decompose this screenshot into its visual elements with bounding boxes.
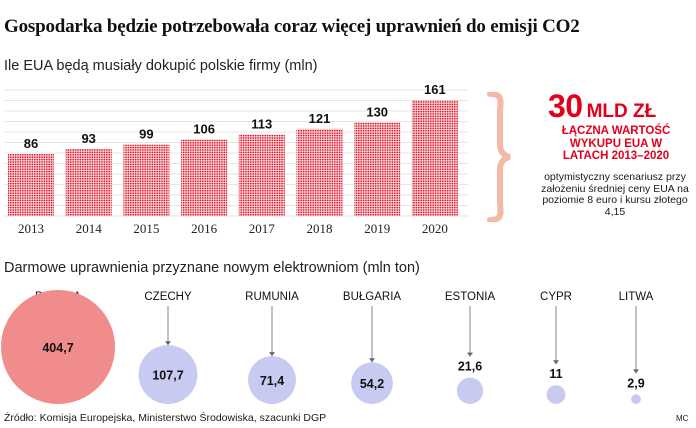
bar-chart-title: Ile EUA będą musiały dokupić polskie fir… (4, 58, 318, 74)
bubble-category-label: CZECHY (144, 291, 192, 303)
arrow-icon (467, 352, 473, 357)
bar-value-label: 93 (81, 131, 95, 146)
bar-value-label: 86 (24, 136, 38, 151)
bar-2015 (123, 144, 170, 216)
bar-2013 (8, 154, 54, 216)
author-credit: MC (676, 414, 689, 423)
bubble-category-label: LITWA (619, 291, 654, 303)
bubble-value-label: 11 (549, 367, 562, 381)
bar-value-label: 130 (366, 104, 388, 119)
bar-2019 (354, 122, 401, 216)
bubble-LITWA (631, 394, 641, 404)
arrow-icon (269, 352, 275, 357)
bar-2017 (238, 134, 285, 216)
bubble-CZECHY (138, 345, 198, 404)
callout-description: ŁĄCZNA WARTOŚĆ WYKUPU EUA W LATACH 2013–… (561, 125, 671, 162)
bar-value-label: 106 (193, 122, 215, 137)
bar-2020 (411, 100, 458, 216)
callout-number: 30 (548, 88, 583, 124)
bubble-ESTONIA (456, 377, 484, 404)
arrow-icon (165, 341, 171, 346)
callout-amount: 30 MLD ZŁ (548, 88, 656, 125)
x-tick-label: 2013 (18, 221, 44, 236)
x-tick-label: 2019 (364, 221, 390, 236)
chart-title: Gospodarka będzie potrzebowała coraz wię… (4, 16, 580, 37)
x-tick-label: 2014 (76, 221, 103, 236)
arrow-icon (553, 360, 559, 365)
bubble-value-label: 107,7 (152, 369, 183, 383)
arrow-icon (633, 369, 639, 374)
bubble-category-label: ESTONIA (445, 291, 496, 303)
source-note: Źródło: Komisja Europejska, Ministerstwo… (4, 412, 327, 424)
bar-2016 (181, 139, 228, 216)
x-tick-label: 2020 (422, 221, 448, 236)
bubble-value-label: 2,9 (627, 376, 644, 390)
arrow-icon (369, 358, 375, 363)
bubble-category-label: BUŁGARIA (343, 291, 401, 303)
bubble-CYPR (546, 385, 566, 404)
bar-value-label: 121 (309, 111, 331, 126)
bubble-value-label: 21,6 (458, 360, 482, 374)
bubble-chart-title: Darmowe uprawnienia przyznane nowym elek… (4, 260, 420, 276)
bubble-POLSKA (1, 290, 115, 404)
bubble-BUŁGARIA (351, 362, 393, 405)
bar-value-label: 113 (251, 117, 272, 132)
bubble-category-label: RUMUNIA (245, 291, 299, 303)
bubble-category-label: CYPR (540, 291, 572, 303)
callout-unit: MLD ZŁ (586, 101, 657, 122)
x-tick-label: 2016 (191, 221, 218, 236)
bubble-value-label: 404,7 (42, 341, 73, 355)
bubble-value-label: 54,2 (360, 377, 384, 391)
bar-value-label: 99 (139, 127, 153, 142)
bubble-RUMUNIA (248, 356, 296, 404)
brace-icon (487, 92, 511, 222)
bar-2018 (296, 128, 343, 216)
callout-note: optymistyczny scenariusz przy założeniu … (541, 171, 689, 218)
x-tick-label: 2018 (307, 221, 333, 236)
bubble-value-label: 71,4 (260, 374, 284, 388)
x-tick-label: 2015 (133, 221, 159, 236)
x-tick-label: 2017 (249, 221, 276, 236)
bar-2014 (65, 149, 112, 216)
bar-value-label: 161 (424, 82, 446, 97)
